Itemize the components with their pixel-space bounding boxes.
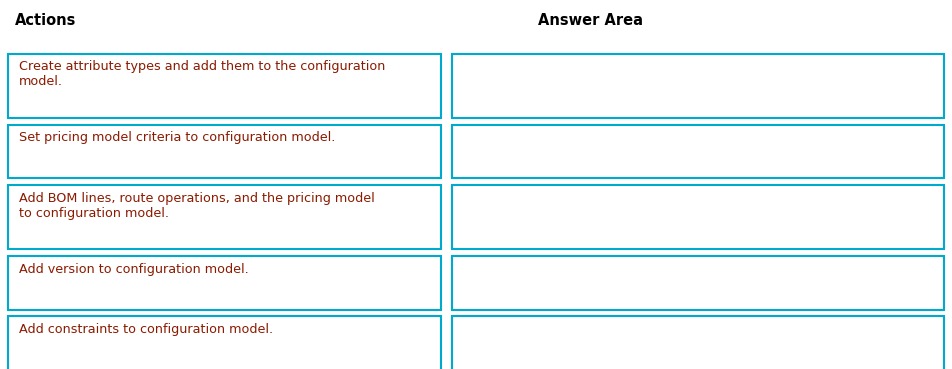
Text: Actions: Actions: [15, 13, 76, 28]
Text: Set pricing model criteria to configuration model.: Set pricing model criteria to configurat…: [19, 131, 335, 144]
FancyBboxPatch shape: [8, 54, 441, 118]
Text: Add constraints to configuration model.: Add constraints to configuration model.: [19, 323, 273, 336]
FancyBboxPatch shape: [8, 256, 441, 310]
Text: Add version to configuration model.: Add version to configuration model.: [19, 263, 248, 276]
Text: Add BOM lines, route operations, and the pricing model
to configuration model.: Add BOM lines, route operations, and the…: [19, 192, 375, 220]
FancyBboxPatch shape: [452, 54, 944, 118]
FancyBboxPatch shape: [8, 316, 441, 369]
FancyBboxPatch shape: [452, 125, 944, 178]
FancyBboxPatch shape: [452, 185, 944, 249]
Text: Answer Area: Answer Area: [538, 13, 643, 28]
FancyBboxPatch shape: [8, 185, 441, 249]
FancyBboxPatch shape: [452, 256, 944, 310]
FancyBboxPatch shape: [8, 125, 441, 178]
FancyBboxPatch shape: [452, 316, 944, 369]
Text: Create attribute types and add them to the configuration
model.: Create attribute types and add them to t…: [19, 60, 386, 88]
